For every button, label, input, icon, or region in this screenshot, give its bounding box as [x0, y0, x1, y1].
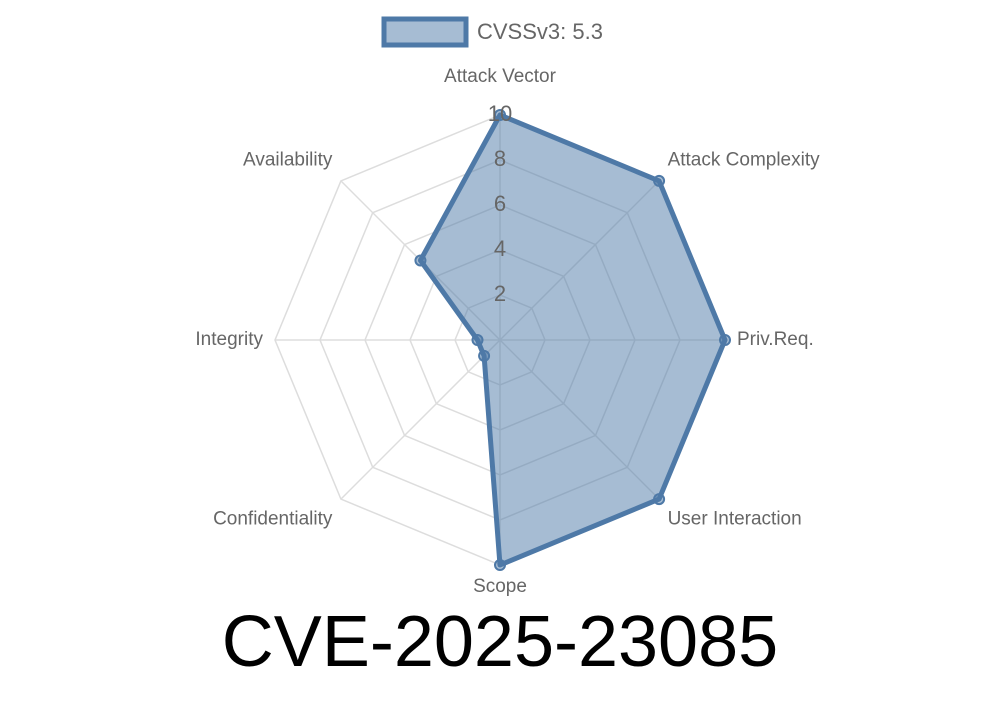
axis-label: Scope [473, 576, 527, 597]
tick-label: 4 [494, 236, 506, 261]
data-point [471, 334, 484, 346]
axis-label: Integrity [195, 329, 263, 350]
data-point [719, 334, 731, 346]
legend-swatch [381, 16, 469, 48]
data-point [653, 174, 666, 187]
data-point [478, 349, 491, 362]
data-point [494, 109, 506, 121]
axis-label: User Interaction [668, 509, 802, 530]
axis-label: Priv.Req. [737, 329, 814, 350]
tick-label: 6 [494, 191, 506, 216]
chart-title: CVE-2025-23085 [222, 602, 778, 682]
axis-label: Availability [243, 150, 333, 171]
tick-label: 10 [488, 101, 512, 126]
data-point [414, 254, 427, 267]
data-point [494, 559, 506, 571]
tick-label: 8 [494, 146, 506, 171]
spoke [340, 339, 501, 500]
axis-label: Attack Complexity [668, 150, 821, 171]
axis-label: Confidentiality [213, 509, 333, 530]
axis-label: Attack Vector [444, 66, 557, 87]
data-point [653, 493, 666, 506]
legend-text: CVSSv3: 5.3 [477, 19, 603, 44]
tick-label: 2 [494, 281, 506, 306]
